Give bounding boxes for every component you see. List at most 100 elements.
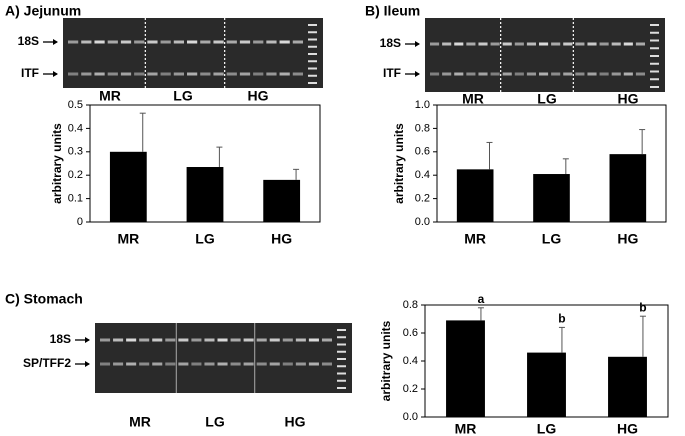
gel-band xyxy=(466,72,476,76)
gel-band xyxy=(253,40,264,44)
gel-band xyxy=(587,72,597,76)
gel-band xyxy=(152,362,163,366)
gel-band xyxy=(599,42,609,46)
gel-band xyxy=(243,362,254,366)
y-tick-label: 0.0 xyxy=(415,216,430,228)
gel-band xyxy=(187,40,198,44)
gel-band xyxy=(139,362,150,366)
y-tick-label: 0.6 xyxy=(415,146,430,158)
bar xyxy=(446,320,485,417)
gel-band xyxy=(165,338,176,342)
x-tick-label: HG xyxy=(617,421,638,436)
gel-band xyxy=(139,338,150,342)
ladder-band xyxy=(337,365,346,368)
y-axis-label: arbitrary units xyxy=(379,320,393,401)
gel-band xyxy=(308,338,319,342)
gel-band xyxy=(635,72,645,76)
gel-band xyxy=(266,72,277,76)
significance-letter: b xyxy=(558,312,565,326)
error-bar xyxy=(562,158,569,175)
gel-band xyxy=(160,40,171,44)
gel-band xyxy=(204,338,215,342)
ladder-band xyxy=(308,38,317,41)
gel-band xyxy=(126,362,137,366)
bar xyxy=(527,352,566,417)
gel-band xyxy=(152,338,163,342)
gel-band xyxy=(226,40,237,44)
ladder-band xyxy=(337,379,346,382)
gel-band xyxy=(126,338,137,342)
y-tick-label: 0.8 xyxy=(403,299,418,311)
y-tick-label: 0 xyxy=(77,216,83,228)
gel-band xyxy=(442,72,452,76)
gel-band xyxy=(81,40,92,44)
gel-lane-label: LG xyxy=(173,88,193,104)
gel-image xyxy=(425,18,665,92)
error-bar xyxy=(477,307,484,321)
gel-band xyxy=(563,72,573,76)
panel-title: A) Jejunum xyxy=(5,3,81,19)
gel-band xyxy=(635,42,645,46)
gel-lane-label: HG xyxy=(248,88,269,104)
gel-band xyxy=(611,42,621,46)
gel-band xyxy=(134,40,145,44)
gel-lane-label: HG xyxy=(618,91,639,107)
gel-band xyxy=(256,338,267,342)
gel-band xyxy=(295,338,306,342)
gel-band xyxy=(68,72,79,76)
gel-image xyxy=(95,323,352,393)
gel-band xyxy=(147,40,158,44)
bar xyxy=(109,151,147,222)
gel-band xyxy=(490,42,500,46)
gel-arrowhead xyxy=(53,39,58,45)
error-bar xyxy=(639,129,646,155)
gel-band xyxy=(575,72,585,76)
gel-band xyxy=(442,42,452,46)
gel-band xyxy=(308,362,319,366)
gel-band xyxy=(100,362,111,366)
gel-lane-label: MR xyxy=(462,91,484,107)
gel-band xyxy=(466,42,476,46)
gel-band xyxy=(81,72,92,76)
ladder-band xyxy=(650,86,659,88)
gel-label: 18S xyxy=(18,34,39,48)
gel-band xyxy=(526,42,536,46)
ladder-band xyxy=(650,24,659,26)
y-tick-label: 0.2 xyxy=(415,193,430,205)
y-tick-label: 0.1 xyxy=(68,193,83,205)
gel-lane-label: MR xyxy=(99,88,121,104)
gel-band xyxy=(551,42,561,46)
significance-letter: b xyxy=(639,300,646,314)
gel-band xyxy=(575,42,585,46)
gel-band xyxy=(226,72,237,76)
gel-band xyxy=(292,40,303,44)
gel-band xyxy=(191,338,202,342)
gel-lane-label: MR xyxy=(129,414,151,430)
gel-band xyxy=(94,72,105,76)
gel-band xyxy=(243,338,254,342)
gel-arrowhead xyxy=(85,361,90,367)
gel-band xyxy=(113,362,124,366)
gel-band xyxy=(160,72,171,76)
gel-band xyxy=(113,338,124,342)
ladder-band xyxy=(308,53,317,55)
gel-band xyxy=(502,42,512,46)
gel-band xyxy=(454,72,464,76)
gel-band xyxy=(478,42,488,46)
ladder-band xyxy=(650,55,659,57)
ladder-band xyxy=(308,45,317,48)
gel-band xyxy=(623,72,633,76)
ladder-band xyxy=(650,78,659,81)
gel-band xyxy=(502,72,512,76)
x-tick-label: MR xyxy=(464,231,486,247)
gel-band xyxy=(478,72,488,76)
y-tick-label: 0.4 xyxy=(415,169,430,181)
x-tick-label: LG xyxy=(195,231,215,247)
y-tick-label: 0.8 xyxy=(415,122,430,134)
gel-band xyxy=(587,42,597,46)
gel-band xyxy=(490,72,500,76)
x-tick-label: MR xyxy=(117,231,139,247)
gel-band xyxy=(266,40,277,44)
gel-band xyxy=(107,72,118,76)
ladder-band xyxy=(650,70,659,73)
